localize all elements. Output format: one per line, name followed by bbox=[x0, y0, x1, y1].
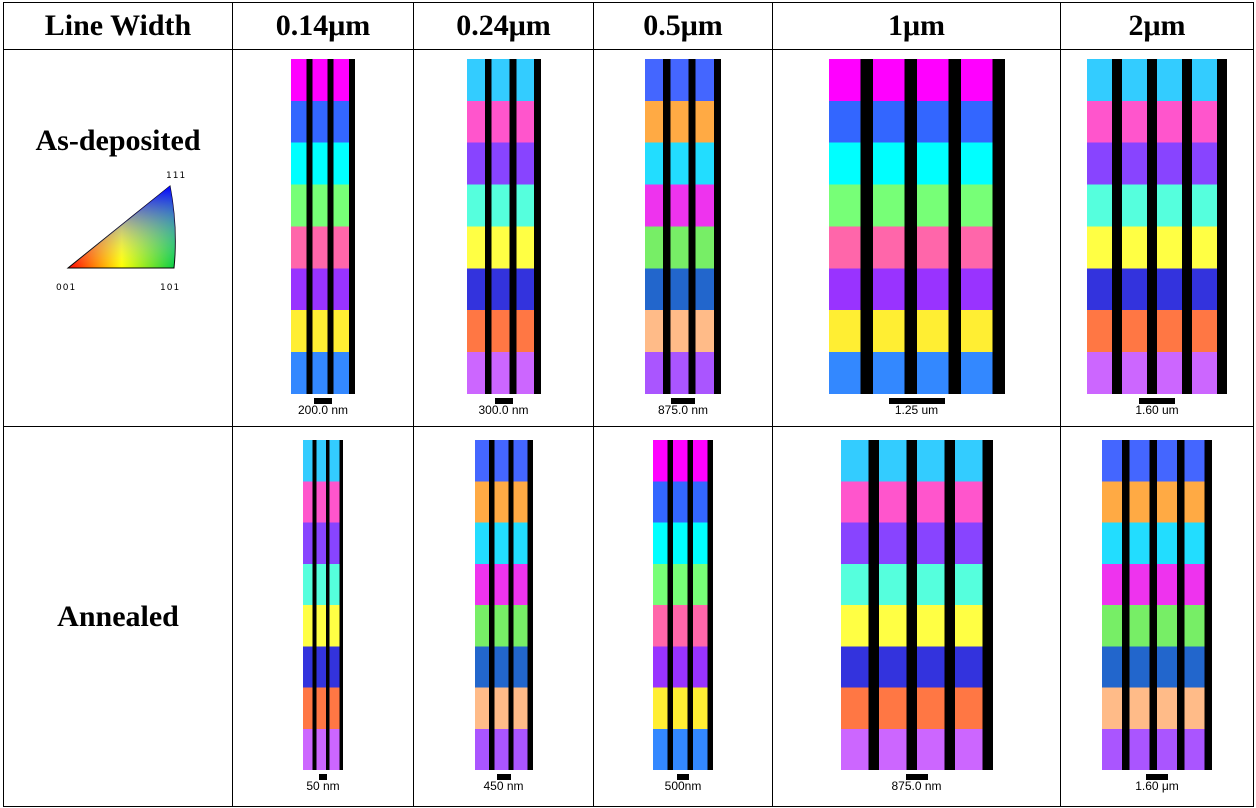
ebsd-map bbox=[841, 440, 993, 770]
scale-bar-label: 450 nm bbox=[483, 780, 523, 793]
scale-bar-label: 200.0 nm bbox=[298, 404, 348, 417]
image-cell: 500nm bbox=[594, 427, 773, 807]
ebsd-map bbox=[653, 440, 713, 770]
cell-content: 1.25 um bbox=[773, 59, 1060, 417]
scale-bar-label: 500nm bbox=[665, 780, 702, 793]
scale-bar-label: 50 nm bbox=[306, 780, 339, 793]
key-label: 111 bbox=[166, 171, 186, 181]
figure-table: Line Width 0.14μm 0.24μm 0.5μm 1μm 2μm A… bbox=[3, 2, 1254, 807]
cell-content: 875.0 nm bbox=[773, 440, 1060, 793]
image-cell: 300.0 nm bbox=[414, 50, 594, 427]
image-cell: 1.25 um bbox=[773, 50, 1061, 427]
scale-bar-label: 300.0 nm bbox=[478, 404, 528, 417]
ebsd-map bbox=[829, 59, 1005, 394]
image-cell: 50 nm bbox=[233, 427, 414, 807]
scale-bar-label: 1.60 um bbox=[1135, 404, 1178, 417]
ebsd-map bbox=[303, 440, 343, 770]
page: Line Width 0.14μm 0.24μm 0.5μm 1μm 2μm A… bbox=[0, 0, 1256, 808]
cell-content: 450 nm bbox=[414, 440, 593, 793]
header-cell: 0.24μm bbox=[414, 3, 594, 50]
header-cell: 0.14μm bbox=[233, 3, 414, 50]
scale-bar-label: 1.60 μm bbox=[1135, 780, 1179, 793]
scale-bar-label: 1.25 um bbox=[895, 404, 938, 417]
ebsd-map bbox=[467, 59, 541, 394]
scale-bar-label: 875.0 nm bbox=[891, 780, 941, 793]
header-cell: 0.5μm bbox=[594, 3, 773, 50]
row: As-deposited 111 001 101 200.0 nm 300.0 n… bbox=[4, 50, 1254, 427]
key-label: 101 bbox=[160, 283, 180, 293]
row-label-cell: As-deposited 111 001 101 bbox=[4, 50, 233, 427]
key-label: 001 bbox=[56, 283, 76, 293]
cell-content: 875.0 nm bbox=[594, 59, 772, 417]
cell-content: 200.0 nm bbox=[233, 59, 413, 417]
scale-bar-label: 875.0 nm bbox=[658, 404, 708, 417]
ebsd-map bbox=[291, 59, 355, 394]
cell-content: 500nm bbox=[594, 440, 772, 793]
image-cell: 1.60 um bbox=[1061, 50, 1254, 427]
row-label-cell: Annealed bbox=[4, 427, 233, 807]
row-label: Annealed bbox=[4, 600, 232, 634]
cell-content: 1.60 um bbox=[1061, 59, 1253, 417]
color-key: 111 001 101 bbox=[48, 168, 188, 308]
header-cell: 2μm bbox=[1061, 3, 1254, 50]
header-cell: 1μm bbox=[773, 3, 1061, 50]
ebsd-map bbox=[1102, 440, 1212, 770]
image-cell: 200.0 nm bbox=[233, 50, 414, 427]
row: Annealed 50 nm 450 nm 500nm 875.0 nm 1.60 μm bbox=[4, 427, 1254, 807]
header-row: Line Width 0.14μm 0.24μm 0.5μm 1μm 2μm bbox=[4, 3, 1254, 50]
cell-content: 50 nm bbox=[233, 440, 413, 793]
ebsd-map bbox=[645, 59, 721, 394]
image-cell: 875.0 nm bbox=[773, 427, 1061, 807]
ebsd-map bbox=[1087, 59, 1227, 394]
image-cell: 450 nm bbox=[414, 427, 594, 807]
cell-content: 1.60 μm bbox=[1061, 440, 1253, 793]
image-cell: 875.0 nm bbox=[594, 50, 773, 427]
triangle-shade bbox=[68, 186, 175, 268]
cell-content: 300.0 nm bbox=[414, 59, 593, 417]
ebsd-map bbox=[475, 440, 533, 770]
row-label: As-deposited bbox=[4, 124, 232, 158]
image-cell: 1.60 μm bbox=[1061, 427, 1254, 807]
header-cell: Line Width bbox=[4, 3, 233, 50]
